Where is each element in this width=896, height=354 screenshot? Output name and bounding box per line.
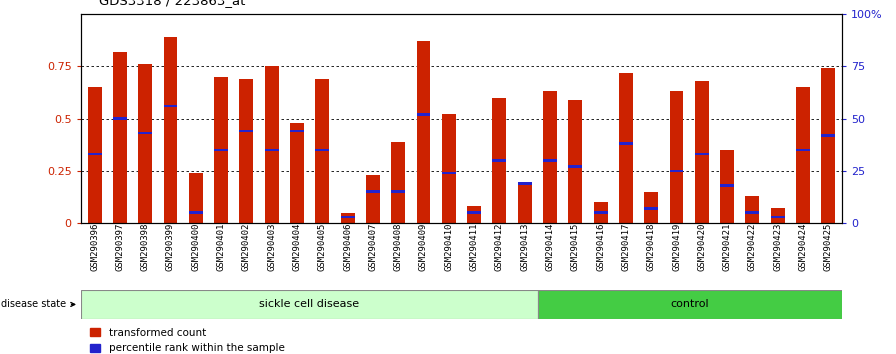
- Bar: [366, 190, 380, 193]
- Text: GSM290416: GSM290416: [596, 223, 605, 272]
- Bar: [340, 216, 355, 218]
- Bar: [720, 150, 734, 223]
- Bar: [366, 175, 380, 223]
- Bar: [771, 216, 785, 218]
- Text: control: control: [670, 299, 710, 309]
- Text: GSM290425: GSM290425: [823, 223, 832, 272]
- Bar: [822, 134, 835, 137]
- Bar: [239, 130, 254, 132]
- Bar: [594, 211, 607, 214]
- Text: GSM290414: GSM290414: [546, 223, 555, 272]
- Bar: [594, 202, 607, 223]
- Text: GSM290400: GSM290400: [191, 223, 201, 272]
- Bar: [442, 114, 456, 223]
- Text: GSM290407: GSM290407: [368, 223, 377, 272]
- Bar: [392, 190, 405, 193]
- Bar: [163, 37, 177, 223]
- Text: GSM290405: GSM290405: [318, 223, 327, 272]
- Bar: [745, 211, 760, 214]
- Text: GSM290406: GSM290406: [343, 223, 352, 272]
- Text: GSM290398: GSM290398: [141, 223, 150, 272]
- Bar: [467, 206, 481, 223]
- Text: GSM290422: GSM290422: [748, 223, 757, 272]
- Bar: [113, 117, 127, 120]
- Bar: [695, 81, 709, 223]
- Bar: [264, 67, 279, 223]
- Bar: [214, 77, 228, 223]
- Bar: [239, 79, 254, 223]
- Bar: [189, 173, 202, 223]
- Bar: [88, 153, 101, 155]
- Text: GSM290402: GSM290402: [242, 223, 251, 272]
- Text: GSM290410: GSM290410: [444, 223, 453, 272]
- Bar: [315, 79, 329, 223]
- Bar: [81, 290, 538, 319]
- Text: GSM290404: GSM290404: [292, 223, 301, 272]
- Legend: transformed count, percentile rank within the sample: transformed count, percentile rank withi…: [86, 324, 289, 354]
- Bar: [467, 211, 481, 214]
- Text: GSM290401: GSM290401: [217, 223, 226, 272]
- Text: GSM290421: GSM290421: [722, 223, 732, 272]
- Bar: [290, 123, 304, 223]
- Bar: [669, 91, 684, 223]
- Bar: [822, 68, 835, 223]
- Text: disease state: disease state: [1, 299, 74, 309]
- Bar: [796, 149, 810, 151]
- Bar: [518, 183, 531, 223]
- Bar: [493, 159, 506, 162]
- Bar: [264, 149, 279, 151]
- Bar: [619, 142, 633, 145]
- Bar: [417, 113, 430, 116]
- Bar: [644, 207, 659, 210]
- Text: GDS3318 / 223863_at: GDS3318 / 223863_at: [99, 0, 245, 7]
- Bar: [340, 212, 355, 223]
- Bar: [214, 149, 228, 151]
- Bar: [695, 153, 709, 155]
- Bar: [88, 87, 101, 223]
- Text: GSM290399: GSM290399: [166, 223, 175, 272]
- Text: GSM290423: GSM290423: [773, 223, 782, 272]
- Text: GSM290418: GSM290418: [647, 223, 656, 272]
- Bar: [568, 100, 582, 223]
- Text: GSM290413: GSM290413: [521, 223, 530, 272]
- Bar: [189, 211, 202, 214]
- Bar: [138, 64, 152, 223]
- Bar: [113, 52, 127, 223]
- Bar: [290, 130, 304, 132]
- Bar: [796, 87, 810, 223]
- Bar: [138, 132, 152, 135]
- Text: GSM290409: GSM290409: [419, 223, 428, 272]
- Bar: [771, 209, 785, 223]
- Text: GSM290417: GSM290417: [622, 223, 631, 272]
- Bar: [543, 91, 557, 223]
- Text: GSM290412: GSM290412: [495, 223, 504, 272]
- Text: GSM290419: GSM290419: [672, 223, 681, 272]
- Bar: [568, 165, 582, 168]
- Bar: [538, 290, 842, 319]
- Bar: [392, 142, 405, 223]
- Text: GSM290411: GSM290411: [470, 223, 478, 272]
- Bar: [163, 105, 177, 107]
- Bar: [619, 73, 633, 223]
- Bar: [543, 159, 557, 162]
- Text: GSM290415: GSM290415: [571, 223, 580, 272]
- Bar: [720, 184, 734, 187]
- Text: GSM290397: GSM290397: [116, 223, 125, 272]
- Bar: [315, 149, 329, 151]
- Bar: [493, 98, 506, 223]
- Text: sickle cell disease: sickle cell disease: [259, 299, 359, 309]
- Bar: [644, 192, 659, 223]
- Bar: [745, 196, 760, 223]
- Text: GSM290424: GSM290424: [798, 223, 807, 272]
- Text: GSM290420: GSM290420: [697, 223, 706, 272]
- Bar: [669, 170, 684, 172]
- Bar: [518, 182, 531, 184]
- Bar: [442, 172, 456, 174]
- Text: GSM290408: GSM290408: [393, 223, 402, 272]
- Bar: [417, 41, 430, 223]
- Text: GSM290396: GSM290396: [90, 223, 99, 272]
- Text: GSM290403: GSM290403: [267, 223, 276, 272]
